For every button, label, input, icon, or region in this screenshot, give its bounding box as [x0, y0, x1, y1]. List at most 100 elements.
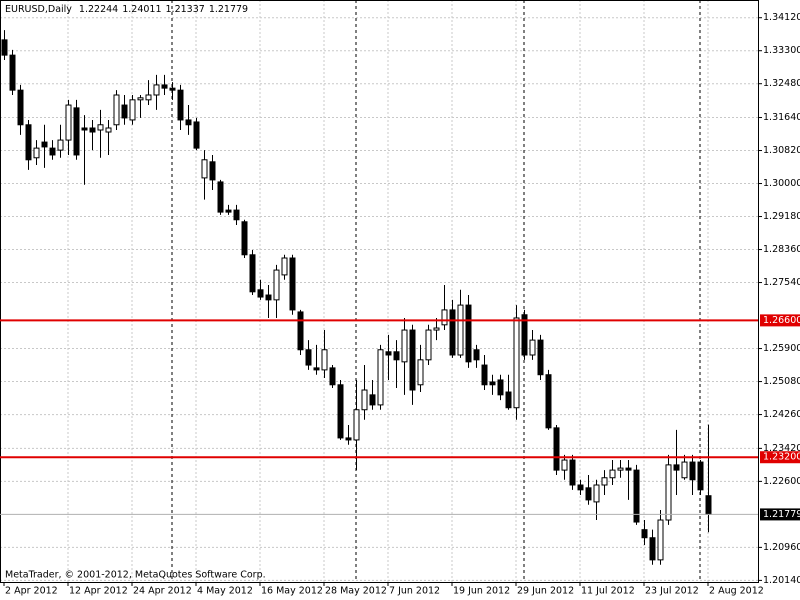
candle [305, 340, 312, 370]
y-tick-label: 1.29180 [763, 211, 800, 222]
candle-body [345, 437, 352, 441]
candle-body [641, 529, 648, 539]
y-tick-label: 1.25900 [763, 343, 800, 354]
candle [161, 74, 168, 95]
candle-body [241, 221, 248, 256]
y-tick-label: 1.32480 [763, 78, 800, 89]
candle [49, 140, 56, 160]
candle [569, 454, 576, 490]
candle-body [177, 89, 184, 121]
candle [393, 340, 400, 388]
candle [441, 284, 448, 331]
candle [473, 344, 480, 368]
y-tick-label: 1.24260 [763, 409, 800, 420]
candle-body [49, 147, 56, 156]
candle-body [137, 97, 144, 101]
candle-body [665, 464, 672, 521]
y-tick-label: 1.30000 [763, 178, 800, 189]
candle-body [561, 459, 568, 471]
candle-body [681, 461, 688, 479]
candle-body [193, 121, 200, 149]
candle [457, 289, 464, 358]
candle [513, 305, 520, 420]
candle-body [17, 89, 24, 126]
level-label-box [760, 451, 800, 464]
candle [537, 334, 544, 380]
candle-body [9, 54, 16, 91]
y-tick-label: 1.27540 [763, 277, 800, 288]
candle-body [313, 367, 320, 371]
footer: MetaTrader, © 2001-2012, MetaQuotes Soft… [5, 570, 266, 581]
candle-body [145, 94, 152, 101]
candle [273, 264, 280, 318]
candle [409, 324, 416, 405]
candle [369, 379, 376, 410]
candle-body [513, 317, 520, 409]
candle-body [233, 209, 240, 221]
candle-body [577, 484, 584, 491]
x-tick-label: 24 Apr 2012 [133, 586, 192, 597]
y-tick-label: 1.33300 [763, 45, 800, 56]
candle [33, 140, 40, 166]
chart-header: EURUSD,Daily 1.22244 1.24011 1.21337 1.21779 [5, 4, 248, 15]
candle-body [369, 394, 376, 406]
candle [25, 119, 32, 170]
candle-body [553, 427, 560, 471]
candle [385, 334, 392, 380]
bid-label-box [760, 508, 800, 521]
candle [497, 374, 504, 401]
candle [81, 115, 88, 185]
candle [41, 124, 48, 168]
candle-body [545, 374, 552, 429]
x-tick-label: 28 May 2012 [325, 586, 387, 597]
candle [673, 429, 680, 496]
candle [113, 90, 120, 131]
x-tick-label: 2 Aug 2012 [709, 586, 764, 597]
candle-body [473, 349, 480, 361]
candle [169, 82, 176, 100]
candle [281, 254, 288, 280]
candle [641, 520, 648, 545]
candle [97, 109, 104, 158]
candle [585, 474, 592, 505]
last-open: 1.22244 [79, 4, 118, 15]
x-tick-label: 7 Jun 2012 [389, 586, 440, 597]
candle [601, 470, 608, 496]
candle-body [649, 537, 656, 561]
candle [593, 479, 600, 521]
level-label-box [760, 314, 800, 327]
candle [73, 99, 80, 160]
candle-body [497, 379, 504, 396]
candle [345, 425, 352, 445]
candle-body [457, 304, 464, 356]
candle-body [529, 339, 536, 356]
candle [209, 154, 216, 190]
candle [425, 324, 432, 366]
x-tick-label: 4 May 2012 [197, 586, 253, 597]
candle [649, 529, 656, 565]
candle [361, 365, 368, 420]
candle-body [697, 461, 704, 491]
candle [185, 105, 192, 135]
candle-body [425, 329, 432, 361]
bid-label: 1.21779 [763, 509, 800, 520]
candle-body [249, 254, 256, 293]
candle-body [281, 257, 288, 276]
candle [633, 464, 640, 525]
candle [265, 284, 272, 318]
candle-body [73, 107, 80, 156]
candle-body [689, 461, 696, 481]
candle [697, 460, 704, 496]
x-tick-label: 29 Jun 2012 [517, 586, 574, 597]
candle-body [185, 119, 192, 126]
candle [297, 309, 304, 355]
candle [137, 94, 144, 118]
candle [401, 317, 408, 395]
last-high: 1.24011 [122, 4, 161, 15]
level-label: 1.23200 [763, 452, 800, 463]
y-tick-label: 1.20140 [763, 575, 800, 586]
candle [9, 49, 16, 95]
candle-body [113, 94, 120, 126]
candle-body [121, 104, 128, 119]
